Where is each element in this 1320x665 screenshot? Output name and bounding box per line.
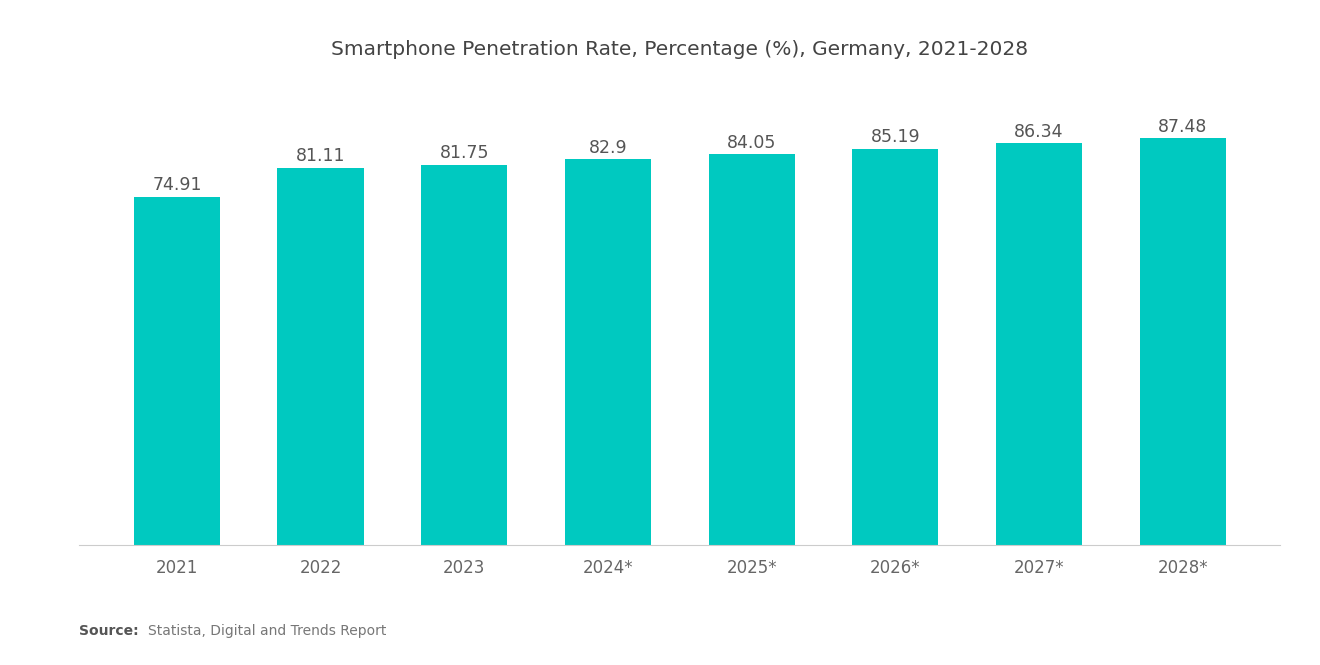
Text: 84.05: 84.05 (727, 134, 776, 152)
Text: 87.48: 87.48 (1158, 118, 1208, 136)
Text: 85.19: 85.19 (870, 128, 920, 146)
Bar (565, 160, 651, 545)
Bar (421, 165, 507, 545)
Text: 86.34: 86.34 (1014, 123, 1064, 141)
Text: 81.75: 81.75 (440, 144, 488, 162)
Bar (709, 154, 795, 545)
Bar (277, 168, 364, 545)
Bar (995, 144, 1082, 545)
Text: 74.91: 74.91 (152, 176, 202, 194)
Text: Statista, Digital and Trends Report: Statista, Digital and Trends Report (148, 624, 387, 638)
Bar (853, 149, 939, 545)
Text: 81.11: 81.11 (296, 148, 346, 166)
Bar (133, 197, 220, 545)
Bar (1139, 138, 1226, 545)
Title: Smartphone Penetration Rate, Percentage (%), Germany, 2021-2028: Smartphone Penetration Rate, Percentage … (331, 40, 1028, 59)
Text: 82.9: 82.9 (589, 139, 627, 157)
Text: Source:: Source: (79, 624, 139, 638)
